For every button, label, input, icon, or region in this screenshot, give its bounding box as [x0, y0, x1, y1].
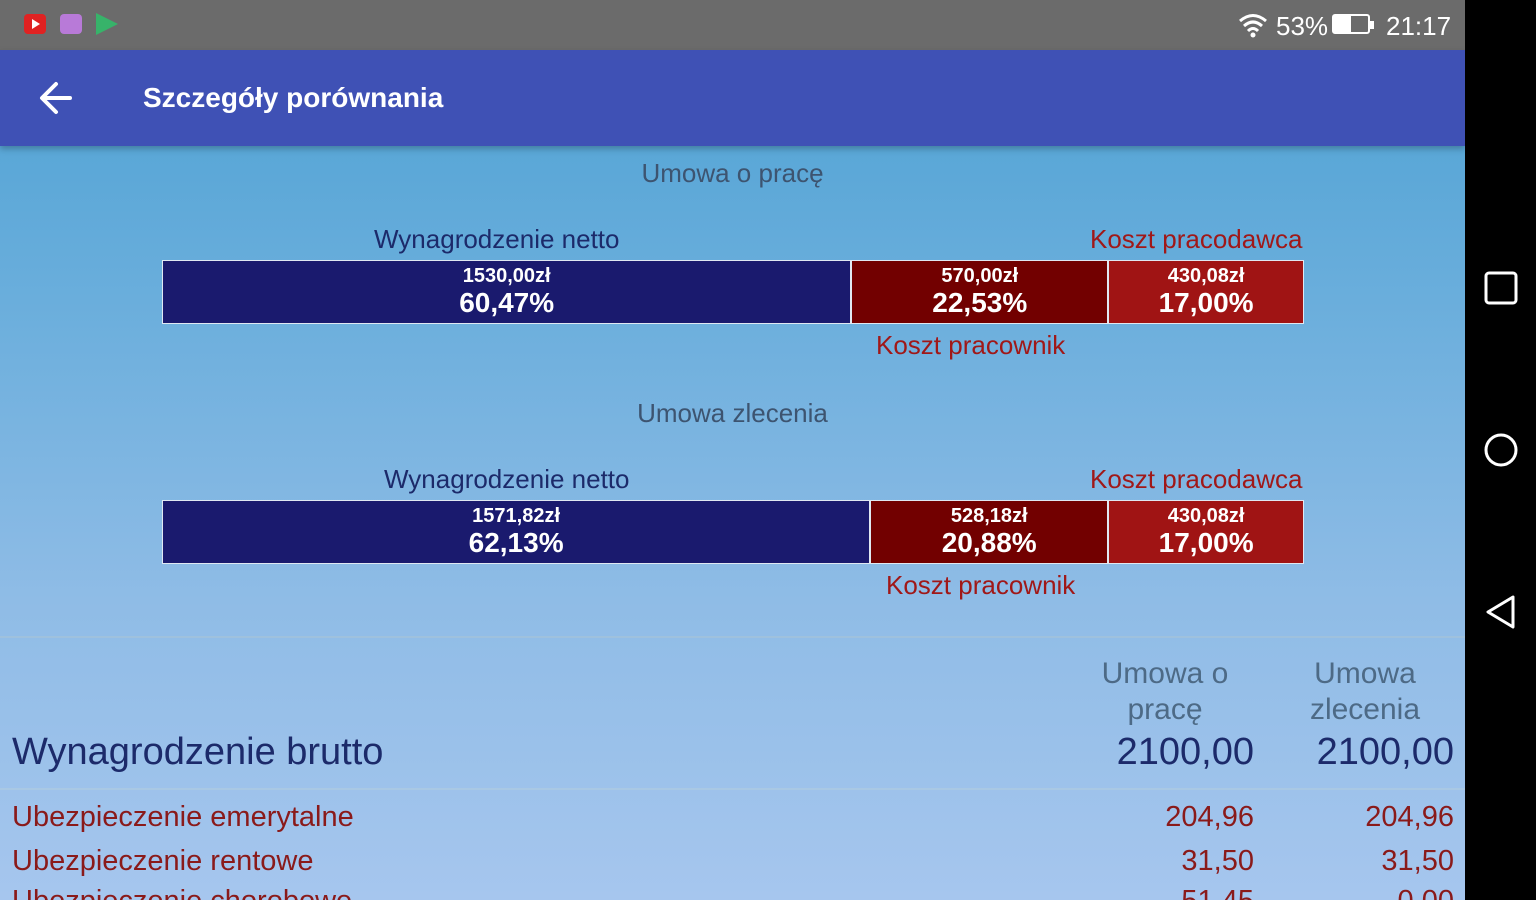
segment-percent: 60,47%: [459, 287, 555, 318]
clock: 21:17: [1386, 11, 1452, 41]
column-header-umowa-zlecenia: Umowa zlecenia: [1309, 657, 1421, 726]
segment-amount: 1571,82zł: [472, 505, 561, 527]
back-triangle-icon[interactable]: [1483, 594, 1519, 630]
tv-app-icon: [60, 14, 82, 34]
status-bar: 53% 21:17: [0, 0, 1465, 50]
label-koszt-pracownik: Koszt pracownik: [876, 330, 1066, 360]
arrow-back-icon[interactable]: [28, 72, 84, 124]
label-koszt-pracodawca: Koszt pracodawca: [1090, 224, 1303, 254]
recents-square-icon[interactable]: [1483, 270, 1519, 306]
row-value-col1: 31,50: [1181, 845, 1254, 877]
app-bar: Szczegóły porównania: [0, 50, 1465, 146]
brutto-value-col2: 2100,00: [1316, 731, 1454, 773]
row-label: Ubezpieczenie chorobowe: [12, 885, 352, 900]
comparison-title: Umowa zlecenia: [637, 398, 828, 428]
brutto-label: Wynagrodzenie brutto: [12, 731, 384, 773]
label-netto: Wynagrodzenie netto: [374, 224, 620, 254]
segment-amount: 1530,00zł: [462, 265, 551, 287]
navigation-bar: [1465, 0, 1536, 900]
label-koszt-pracownik: Koszt pracownik: [886, 570, 1076, 600]
segment-amount: 430,08zł: [1167, 505, 1245, 527]
row-label: Ubezpieczenie emerytalne: [12, 801, 354, 833]
column-header-umowa-o-prace: Umowa o pracę: [1101, 657, 1229, 726]
brutto-value-col1: 2100,00: [1116, 731, 1254, 773]
page-title: Szczegóły porównania: [143, 82, 444, 113]
segment-percent: 22,53%: [932, 287, 1028, 318]
segment-koszt-pracownik: 570,00zł 22,53%: [852, 261, 1110, 323]
segment-koszt-pracodawca: 430,08zł 17,00%: [1109, 501, 1304, 563]
row-value-col2: 0,00: [1254, 885, 1454, 900]
stacked-bar-umowa-o-prace: 1530,00zł 60,47% 570,00zł 22,53% 430,08z…: [162, 260, 1304, 324]
segment-koszt-pracodawca: 430,08zł 17,00%: [1109, 261, 1303, 323]
segment-netto: 1530,00zł 60,47%: [163, 261, 853, 323]
play-store-icon: [96, 13, 118, 35]
label-koszt-pracodawca: Koszt pracodawca: [1090, 464, 1303, 494]
segment-amount: 430,08zł: [1167, 265, 1245, 287]
row-label: Ubezpieczenie rentowe: [12, 845, 314, 877]
home-circle-icon[interactable]: [1483, 432, 1519, 468]
divider: [0, 788, 1465, 790]
row-value-col1: 51,45: [1054, 885, 1254, 900]
row-value-col1: 204,96: [1165, 801, 1254, 833]
segment-netto: 1571,82zł 62,13%: [163, 501, 872, 563]
segment-percent: 17,00%: [1158, 527, 1254, 558]
label-netto: Wynagrodzenie netto: [384, 464, 630, 494]
segment-amount: 570,00zł: [941, 265, 1019, 287]
comparison-title: Umowa o pracę: [641, 158, 824, 188]
segment-percent: 20,88%: [941, 527, 1037, 558]
stacked-bar-umowa-zlecenia: 1571,82zł 62,13% 528,18zł 20,88% 430,08z…: [162, 500, 1304, 564]
row-value-col2: 204,96: [1365, 801, 1454, 833]
segment-percent: 17,00%: [1158, 287, 1254, 318]
segment-koszt-pracownik: 528,18zł 20,88%: [871, 501, 1110, 563]
segment-amount: 528,18zł: [950, 505, 1028, 527]
row-value-col2: 31,50: [1381, 845, 1454, 877]
battery-percent: 53%: [1276, 11, 1329, 41]
segment-percent: 62,13%: [468, 527, 564, 558]
battery-icon: [1332, 14, 1374, 34]
app-screen: 53% 21:17 Szczegóły porównania Umowa o p…: [0, 0, 1465, 900]
divider: [0, 636, 1465, 638]
youtube-icon: [24, 14, 46, 34]
wifi-icon: [1239, 14, 1267, 38]
